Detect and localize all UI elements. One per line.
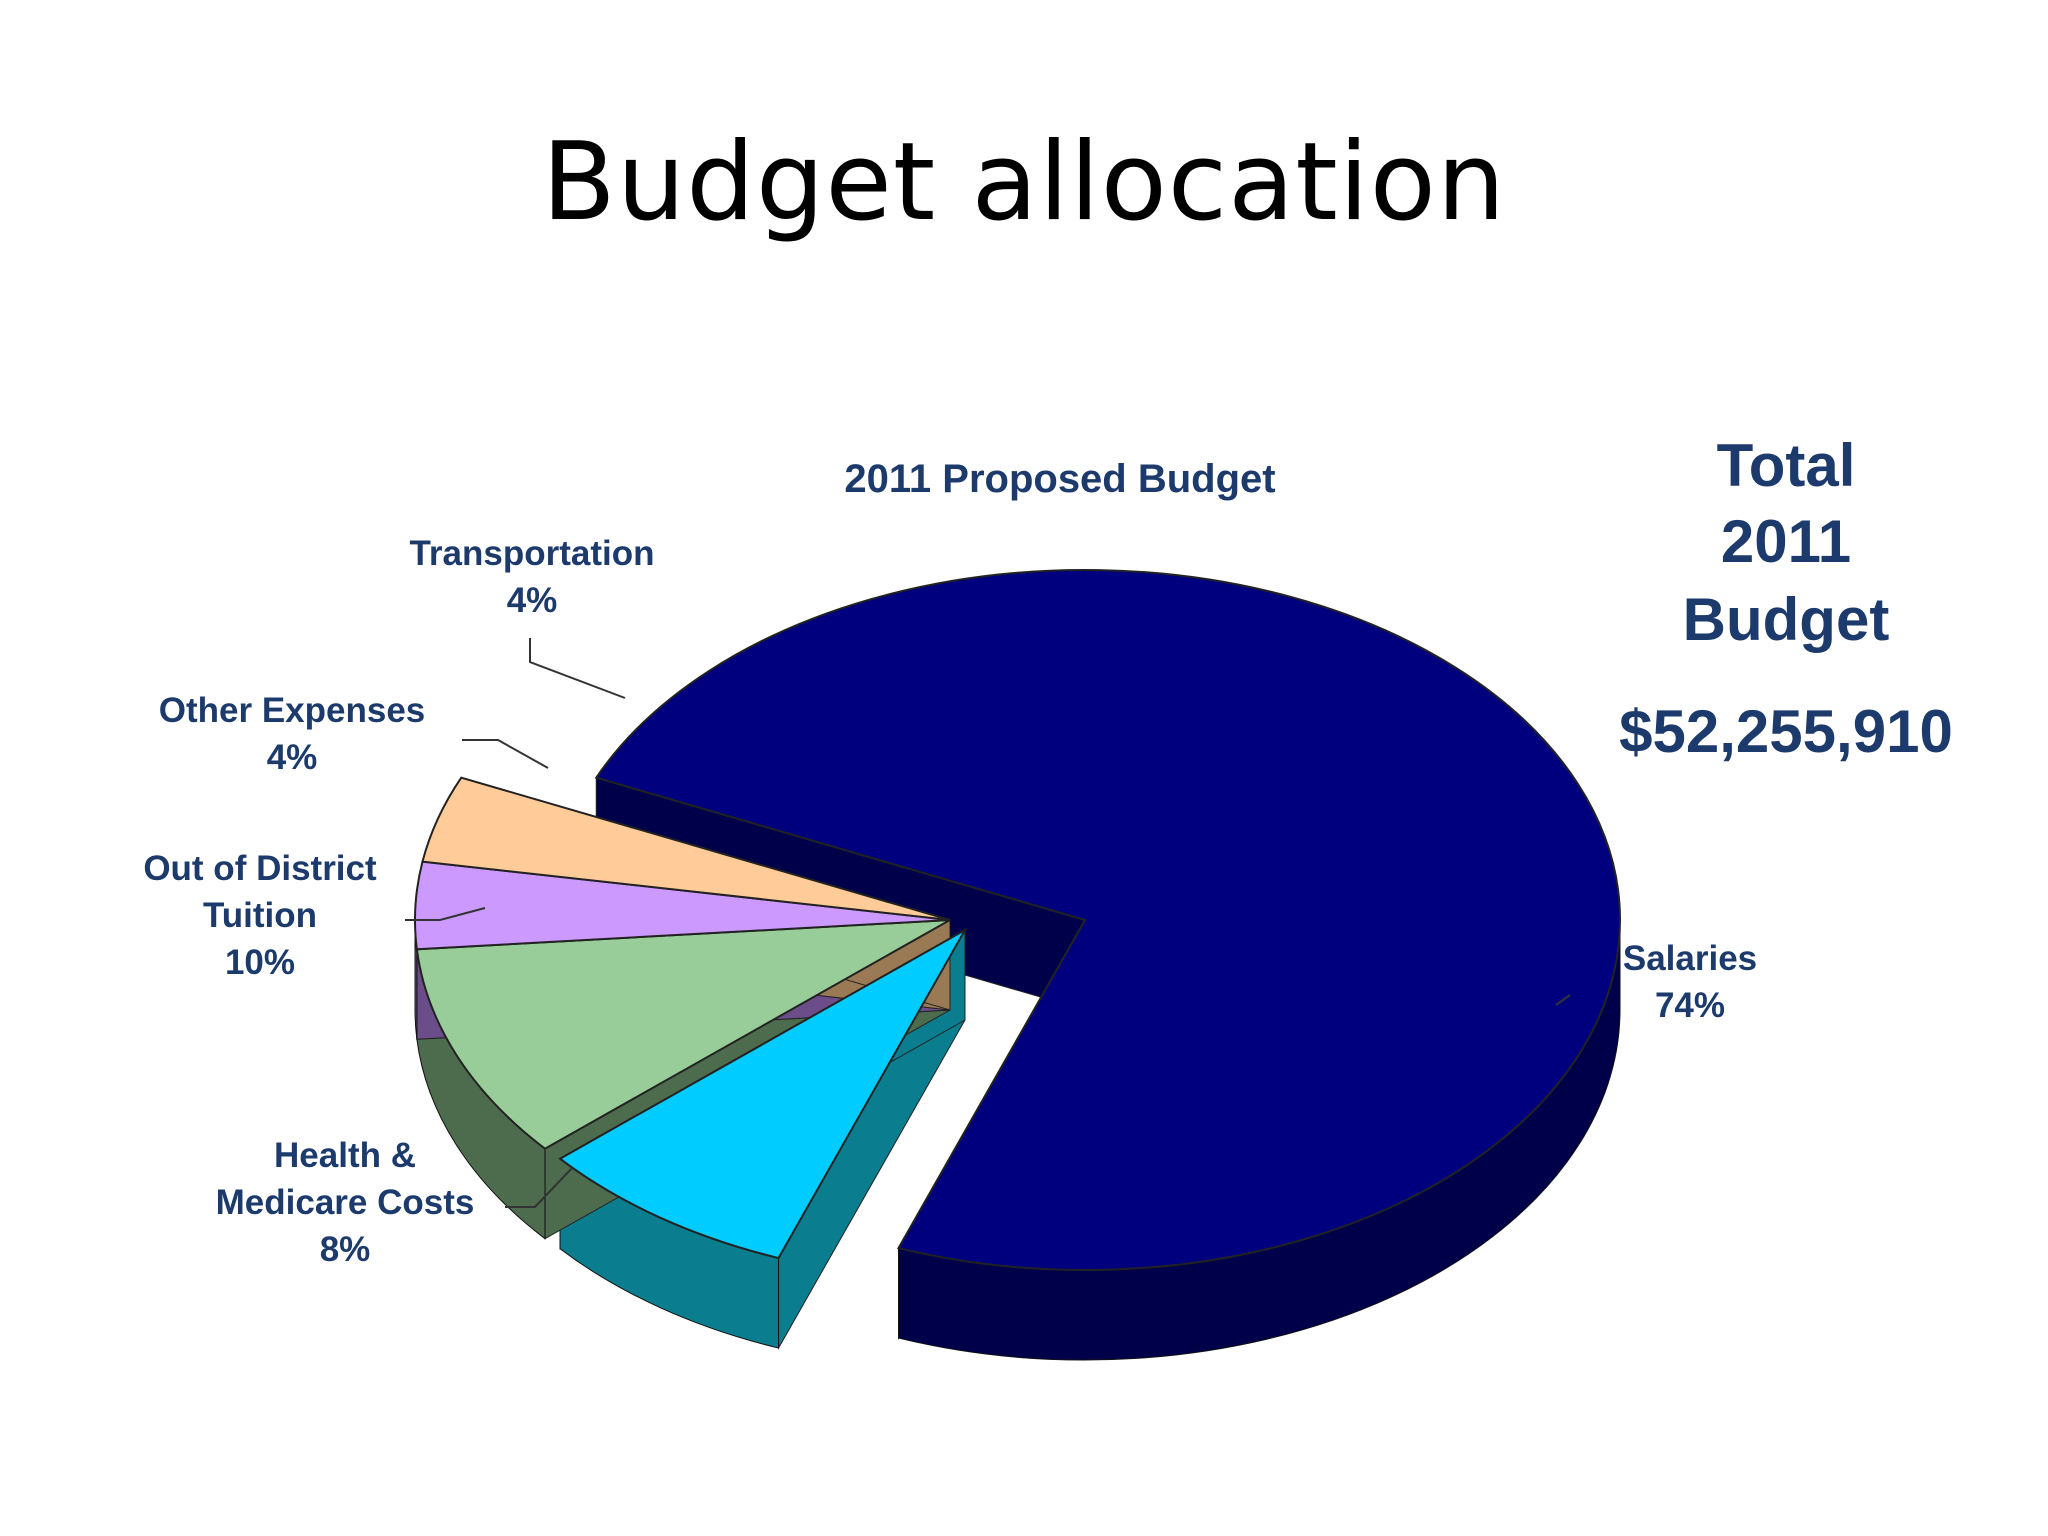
pie-slice-salaries (594, 569, 1621, 1272)
total-budget-box: Total 2011 Budget $52,255,910 (1619, 432, 1953, 765)
leader-line-out-of-district-tuition (405, 907, 486, 921)
total-line-3: Budget (1683, 586, 1890, 653)
slice-label-salaries-line-0: Salaries (1623, 939, 1757, 978)
leader-line-salaries (1555, 994, 1571, 1006)
slice-label-salaries: Salaries 74% (1623, 939, 1757, 1025)
leader-line-health-medicare-costs (505, 1167, 573, 1208)
slice-label-out-of-district-tuition-line-0: Out of District (143, 849, 377, 888)
slice-label-salaries-line-1: 74% (1655, 986, 1725, 1025)
slice-label-health-medicare-costs: Health & Medicare Costs 8% (216, 1136, 475, 1269)
slice-label-transportation-line-0: Transportation (409, 534, 654, 573)
pie-slice-out-of-district-tuition (415, 919, 951, 1150)
slice-label-health-medicare-costs-line-1: Medicare Costs (216, 1183, 475, 1222)
leader-lines (405, 638, 1571, 1208)
pie-slice-health-medicare-costs (558, 927, 968, 1260)
leader-line-other-expenses (462, 739, 549, 769)
pie-slice-transportation (421, 776, 951, 921)
slice-label-health-medicare-costs-line-0: Health & (274, 1136, 416, 1175)
slide-title: Budget allocation (541, 120, 1507, 245)
slice-label-out-of-district-tuition-line-1: Tuition (203, 896, 317, 935)
slice-label-out-of-district-tuition-line-2: 10% (225, 943, 295, 982)
slice-label-transportation-line-1: 4% (507, 581, 558, 620)
slice-labels: Salaries 74% Health & Medicare Costs 8% Out o… (143, 534, 1757, 1269)
total-amount: $52,255,910 (1619, 698, 1953, 765)
total-line-1: Total (1717, 432, 1856, 499)
leader-line-transportation (529, 638, 626, 699)
slice-label-other-expenses-line-1: 4% (267, 738, 318, 777)
slice-label-transportation: Transportation 4% (409, 534, 654, 620)
chart-title: 2011 Proposed Budget (844, 457, 1275, 501)
total-line-2: 2011 (1721, 508, 1851, 575)
slice-label-other-expenses-line-0: Other Expenses (159, 691, 426, 730)
slice-label-health-medicare-costs-line-2: 8% (320, 1230, 371, 1269)
slice-label-out-of-district-tuition: Out of District Tuition 10% (143, 849, 377, 982)
pie-slice-tops (414, 569, 1621, 1272)
slice-label-other-expenses: Other Expenses 4% (159, 691, 426, 777)
